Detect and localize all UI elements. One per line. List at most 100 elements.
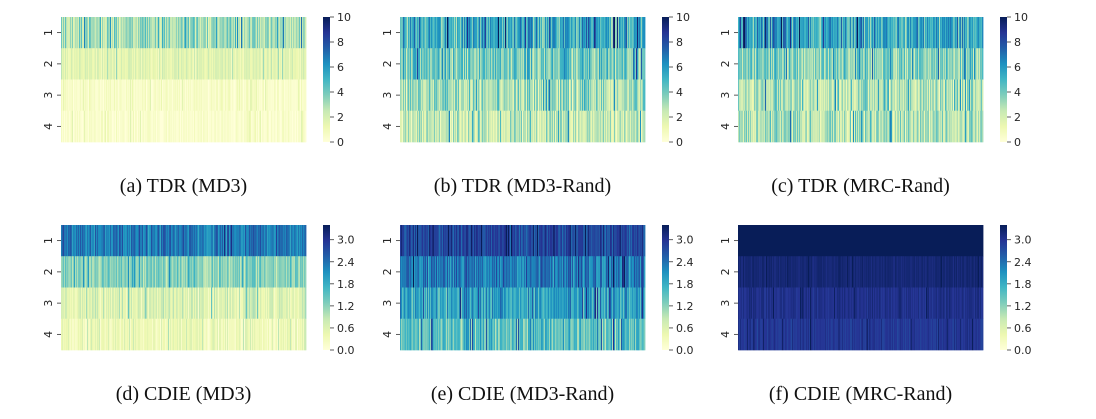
heatmap-cell <box>181 318 183 351</box>
heatmap-cell <box>93 225 95 257</box>
heatmap-cell <box>403 287 405 320</box>
heatmap-cell <box>95 79 97 112</box>
heatmap-cell <box>256 256 258 288</box>
heatmap-cell <box>830 79 832 112</box>
heatmap-cell <box>260 318 262 351</box>
heatmap-cell <box>71 79 73 112</box>
heatmap-cell <box>569 256 571 288</box>
heatmap-cell <box>791 17 793 49</box>
heatmap-cell <box>620 48 622 80</box>
heatmap-cell <box>825 79 827 112</box>
heatmap-cell <box>178 48 180 80</box>
heatmap-cell <box>144 318 146 351</box>
heatmap-cell <box>246 48 248 80</box>
heatmap-cell <box>482 17 484 49</box>
heatmap-cell <box>630 17 632 49</box>
heatmap-cell <box>559 79 561 112</box>
heatmap-cell <box>210 225 212 257</box>
heatmap-cell <box>430 110 432 143</box>
heatmap-cell <box>194 287 196 320</box>
heatmap-cell <box>569 79 571 112</box>
heatmap-cell <box>454 17 456 49</box>
heatmap-cell <box>445 287 447 320</box>
heatmap-cell <box>160 225 162 257</box>
heatmap-cell <box>903 48 905 80</box>
heatmap-cell <box>578 287 580 320</box>
heatmap-cell <box>208 17 210 49</box>
heatmap-cell <box>583 17 585 49</box>
y-tick-label-1: 1 <box>381 29 394 36</box>
heatmap-cell <box>865 79 867 112</box>
heatmap-cell <box>847 79 849 112</box>
heatmap-cell <box>757 79 759 112</box>
heatmap-cell <box>252 17 254 49</box>
heatmap-cell <box>468 287 470 320</box>
heatmap-cell <box>920 110 922 143</box>
heatmap-cell <box>120 48 122 80</box>
heatmap-cell <box>843 17 845 49</box>
heatmap-cell <box>186 256 188 288</box>
heatmap-cell <box>566 256 568 288</box>
heatmap-cell <box>195 225 197 257</box>
heatmap-cell <box>406 110 408 143</box>
heatmap-cell <box>479 225 481 257</box>
heatmap-cell <box>519 79 521 112</box>
heatmap-cell <box>199 48 201 80</box>
heatmap-cell <box>260 287 262 320</box>
heatmap-cell <box>82 287 84 320</box>
heatmap-cell <box>570 256 572 288</box>
heatmap-cell <box>489 318 491 351</box>
heatmap-cell <box>160 79 162 112</box>
heatmap-cell <box>823 110 825 143</box>
heatmap-cell <box>629 79 631 112</box>
heatmap-cell <box>99 17 101 49</box>
heatmap-cell <box>85 225 87 257</box>
heatmap-cell <box>586 287 588 320</box>
heatmap-cell <box>497 110 499 143</box>
heatmap-cell <box>436 318 438 351</box>
heatmap-cell <box>408 79 410 112</box>
heatmap-cell <box>944 110 946 143</box>
heatmap-cell <box>806 48 808 80</box>
heatmap-cell <box>420 79 422 112</box>
heatmap-cell <box>103 318 105 351</box>
heatmap-cell <box>831 110 833 143</box>
heatmap-cell <box>560 17 562 49</box>
heatmap-cell <box>189 318 191 351</box>
heatmap-cell <box>67 287 69 320</box>
heatmap-cell <box>570 79 572 112</box>
heatmap-cell <box>438 110 440 143</box>
heatmap-cell <box>304 48 306 80</box>
heatmap-cell <box>142 110 144 143</box>
heatmap-cell <box>284 110 286 143</box>
heatmap-cell <box>510 79 512 112</box>
heatmap-cell <box>171 17 173 49</box>
heatmap-cell <box>239 318 241 351</box>
heatmap-cell <box>412 225 414 257</box>
heatmap-cell <box>812 48 814 80</box>
heatmap-cell <box>107 256 109 288</box>
heatmap-cell <box>216 225 218 257</box>
heatmap-cell <box>535 256 537 288</box>
heatmap-cell <box>186 79 188 112</box>
heatmap-cell <box>785 48 787 80</box>
heatmap-cell <box>607 110 609 143</box>
heatmap-cell <box>200 48 202 80</box>
heatmap-cell <box>961 110 963 143</box>
heatmap-cell <box>641 48 643 80</box>
heatmap-cell <box>78 79 80 112</box>
heatmap-cell <box>870 110 872 143</box>
heatmap-cell <box>218 287 220 320</box>
heatmap-cell <box>486 110 488 143</box>
heatmap-cell <box>145 318 147 351</box>
heatmap-cell <box>74 318 76 351</box>
heatmap-cell <box>745 48 747 80</box>
heatmap-cell <box>882 17 884 49</box>
heatmap-cell <box>911 17 913 49</box>
heatmap-cell <box>418 110 420 143</box>
heatmap-cell <box>153 225 155 257</box>
heatmap-cell <box>67 318 69 351</box>
heatmap-cell <box>644 110 646 143</box>
heatmap-cell <box>212 225 214 257</box>
heatmap-cell <box>603 318 605 351</box>
